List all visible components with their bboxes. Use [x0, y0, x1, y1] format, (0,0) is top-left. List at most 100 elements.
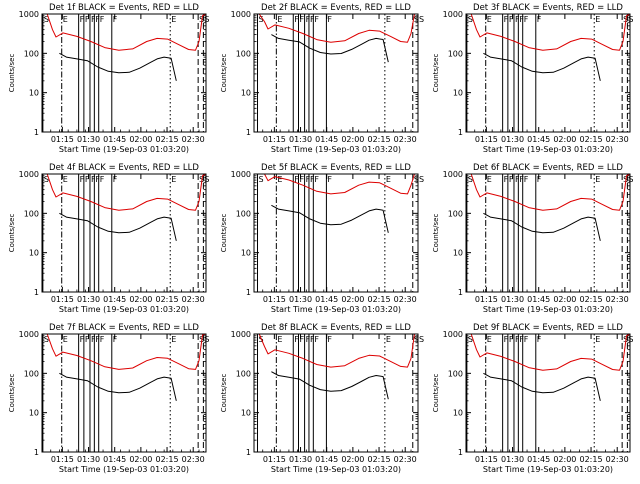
event-marker-label: F	[299, 15, 304, 24]
x-tick-label: 01:30	[77, 295, 100, 304]
event-marker-label: S	[414, 15, 419, 24]
event-marker-label: S	[468, 175, 473, 184]
event-marker-label: E	[487, 175, 492, 184]
y-tick-label: 1	[458, 288, 463, 297]
event-marker-label: S	[419, 15, 424, 24]
x-tick-label: 02:00	[129, 295, 152, 304]
lld-series-line	[42, 13, 207, 51]
events-series-line	[271, 204, 389, 233]
x-tick-label: 02:30	[606, 135, 629, 144]
x-axis-label: Start Time (19-Sep-03 01:03:20)	[59, 305, 189, 314]
panel-title: Det 9f BLACK = Events, RED = LLD	[473, 323, 623, 333]
event-marker-label: F	[537, 335, 542, 344]
x-tick-label: 01:45	[315, 295, 338, 304]
y-tick-label: 100	[236, 209, 251, 218]
x-tick-label: 02:00	[129, 455, 152, 464]
x-tick-label: 02:30	[394, 135, 417, 144]
x-tick-label: 02:30	[394, 455, 417, 464]
x-tick-label: 01:30	[501, 455, 524, 464]
y-axis-label: Counts/sec	[432, 374, 440, 413]
event-marker-label: S	[44, 335, 49, 344]
event-marker-label: F	[509, 175, 514, 184]
event-marker-label: F	[306, 175, 311, 184]
x-axis-label: Start Time (19-Sep-03 01:03:20)	[483, 305, 613, 314]
event-marker-label: E	[171, 335, 176, 344]
y-tick-label: 1000	[443, 10, 463, 19]
event-marker-label: S	[419, 335, 424, 344]
x-tick-label: 02:15	[580, 135, 603, 144]
event-marker-label: F	[515, 335, 520, 344]
x-tick-label: 02:15	[156, 295, 179, 304]
x-tick-label: 02:15	[368, 455, 391, 464]
x-tick-label: 02:15	[580, 295, 603, 304]
x-axis-label: Start Time (19-Sep-03 01:03:20)	[59, 145, 189, 154]
x-axis-label: Start Time (19-Sep-03 01:03:20)	[271, 145, 401, 154]
x-tick-label: 01:45	[315, 135, 338, 144]
plot-frame	[253, 173, 419, 293]
event-marker-label: F	[294, 175, 299, 184]
y-tick-label: 10	[453, 249, 463, 258]
lld-series-line	[254, 13, 418, 43]
event-marker-label: F	[85, 175, 90, 184]
x-tick-label: 01:45	[103, 295, 126, 304]
plot-frame	[41, 333, 207, 453]
event-marker-label: F	[515, 175, 520, 184]
event-marker-label: F	[537, 15, 542, 24]
x-tick-label: 02:30	[606, 295, 629, 304]
events-series-line	[271, 34, 389, 63]
event-marker-label: E	[595, 175, 600, 184]
panel-title: Det 3f BLACK = Events, RED = LLD	[473, 3, 623, 13]
event-marker-label: F	[327, 175, 332, 184]
lld-series-line	[254, 173, 418, 195]
y-axis-label: Counts/sec	[8, 54, 16, 93]
y-axis-label: Counts/sec	[8, 374, 16, 413]
events-series-line	[483, 212, 601, 241]
event-marker-label: E	[386, 335, 391, 344]
lld-series-line	[466, 173, 631, 211]
y-tick-label: 1000	[443, 170, 463, 179]
lld-series-line	[466, 333, 631, 371]
event-marker-label: F	[299, 335, 304, 344]
y-tick-label: 100	[448, 209, 463, 218]
event-marker-label: S	[468, 15, 473, 24]
lld-series-line	[42, 333, 207, 370]
event-marker-label: S	[44, 175, 49, 184]
event-marker-label: F	[327, 15, 332, 24]
event-marker-label: F	[95, 15, 100, 24]
event-marker-label: E	[487, 335, 492, 344]
y-tick-label: 1	[34, 448, 39, 457]
lld-series-line	[254, 333, 418, 368]
y-tick-label: 10	[29, 89, 39, 98]
event-marker-label: E	[595, 15, 600, 24]
y-tick-label: 1000	[19, 330, 39, 339]
event-marker-label: S	[204, 335, 209, 344]
x-tick-label: 01:45	[527, 455, 550, 464]
y-tick-label: 10	[29, 249, 39, 258]
x-axis-label: Start Time (19-Sep-03 01:03:20)	[483, 145, 613, 154]
x-tick-label: 01:45	[103, 455, 126, 464]
x-tick-label: 02:00	[341, 455, 364, 464]
x-tick-label: 01:15	[51, 295, 74, 304]
event-marker-label: F	[524, 175, 529, 184]
event-marker-label: F	[80, 15, 85, 24]
event-marker-label: F	[85, 335, 90, 344]
event-marker-label: E	[487, 15, 492, 24]
events-series-line	[483, 372, 601, 401]
lld-series-line	[42, 173, 207, 211]
event-marker-label: E	[277, 15, 282, 24]
plot-frame	[253, 333, 419, 453]
event-marker-label: F	[515, 15, 520, 24]
panel-title: Det 5f BLACK = Events, RED = LLD	[261, 163, 411, 173]
panel-title: Det 1f BLACK = Events, RED = LLD	[49, 3, 199, 13]
event-marker-label: F	[524, 15, 529, 24]
y-tick-label: 1	[34, 128, 39, 137]
y-tick-label: 100	[24, 49, 39, 58]
event-marker-label: S	[419, 175, 424, 184]
y-tick-label: 1000	[19, 170, 39, 179]
event-marker-label: F	[504, 15, 509, 24]
y-tick-label: 10	[29, 409, 39, 418]
x-tick-label: 02:00	[553, 295, 576, 304]
event-marker-label: S	[258, 175, 263, 184]
